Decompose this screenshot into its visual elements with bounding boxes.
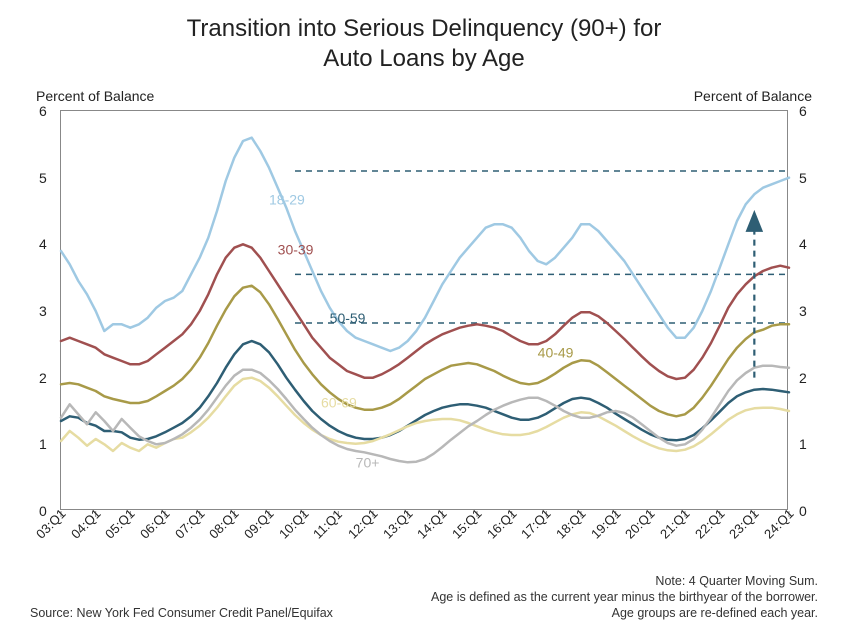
series-label: 50-59 xyxy=(330,310,366,326)
ytick-label: 6 xyxy=(799,103,807,119)
xtick-label: 24:Q1 xyxy=(761,506,797,542)
footnote-note-1: Age is defined as the current year minus… xyxy=(431,590,818,604)
xtick-label: 23:Q1 xyxy=(726,506,762,542)
xtick-label: 05:Q1 xyxy=(102,506,138,542)
xtick-label: 07:Q1 xyxy=(172,506,208,542)
series-label: 40-49 xyxy=(538,345,574,361)
xtick-label: 10:Q1 xyxy=(276,506,312,542)
ytick-label: 4 xyxy=(39,236,47,252)
xtick-label: 09:Q1 xyxy=(241,506,277,542)
series-line xyxy=(61,341,789,440)
series-label: 18-29 xyxy=(269,191,305,207)
series-line xyxy=(61,286,789,417)
xtick-label: 11:Q1 xyxy=(310,507,345,542)
series-label: 60-69 xyxy=(321,395,357,411)
ytick-label: 6 xyxy=(39,103,47,119)
xtick-label: 08:Q1 xyxy=(206,506,242,542)
xtick-label: 18:Q1 xyxy=(553,506,589,542)
line-chart-svg: 18-29 30-39 40-49 50-59 60-69 70+ xyxy=(61,111,787,509)
ytick-label: 5 xyxy=(799,170,807,186)
xtick-label: 19:Q1 xyxy=(588,506,624,542)
xtick-label: 15:Q1 xyxy=(449,506,485,542)
y-axis-label-left: Percent of Balance xyxy=(36,88,154,104)
xtick-label: 04:Q1 xyxy=(68,506,104,542)
ytick-label: 1 xyxy=(799,436,807,452)
xtick-label: 21:Q1 xyxy=(657,506,693,542)
xtick-label: 22:Q1 xyxy=(692,506,728,542)
ytick-label: 3 xyxy=(799,303,807,319)
ytick-label: 2 xyxy=(39,370,47,386)
xtick-label: 13:Q1 xyxy=(380,506,416,542)
chart-title: Transition into Serious Delinquency (90+… xyxy=(0,14,848,74)
ytick-label: 3 xyxy=(39,303,47,319)
ytick-label: 0 xyxy=(799,503,807,519)
ytick-label: 4 xyxy=(799,236,807,252)
series-line xyxy=(61,244,789,379)
y-axis-label-right: Percent of Balance xyxy=(694,88,812,104)
xtick-label: 06:Q1 xyxy=(137,506,173,542)
xtick-label: 12:Q1 xyxy=(345,506,381,542)
ytick-label: 5 xyxy=(39,170,47,186)
footnote-source: Source: New York Fed Consumer Credit Pan… xyxy=(30,606,333,620)
xtick-label: 14:Q1 xyxy=(414,506,450,542)
series-label: 30-39 xyxy=(278,241,314,257)
footnote-note-0: Note: 4 Quarter Moving Sum. xyxy=(655,574,818,588)
ytick-label: 1 xyxy=(39,436,47,452)
xtick-label: 17:Q1 xyxy=(518,506,554,542)
series-label: 70+ xyxy=(356,455,380,471)
footnote-note-2: Age groups are re-defined each year. xyxy=(612,606,818,620)
series-line xyxy=(61,138,789,351)
ytick-label: 2 xyxy=(799,370,807,386)
xtick-label: 20:Q1 xyxy=(622,506,658,542)
xtick-label: 16:Q1 xyxy=(484,506,520,542)
plot-area: 18-2930-3940-4950-5960-6970+ 00112233445… xyxy=(60,110,788,510)
